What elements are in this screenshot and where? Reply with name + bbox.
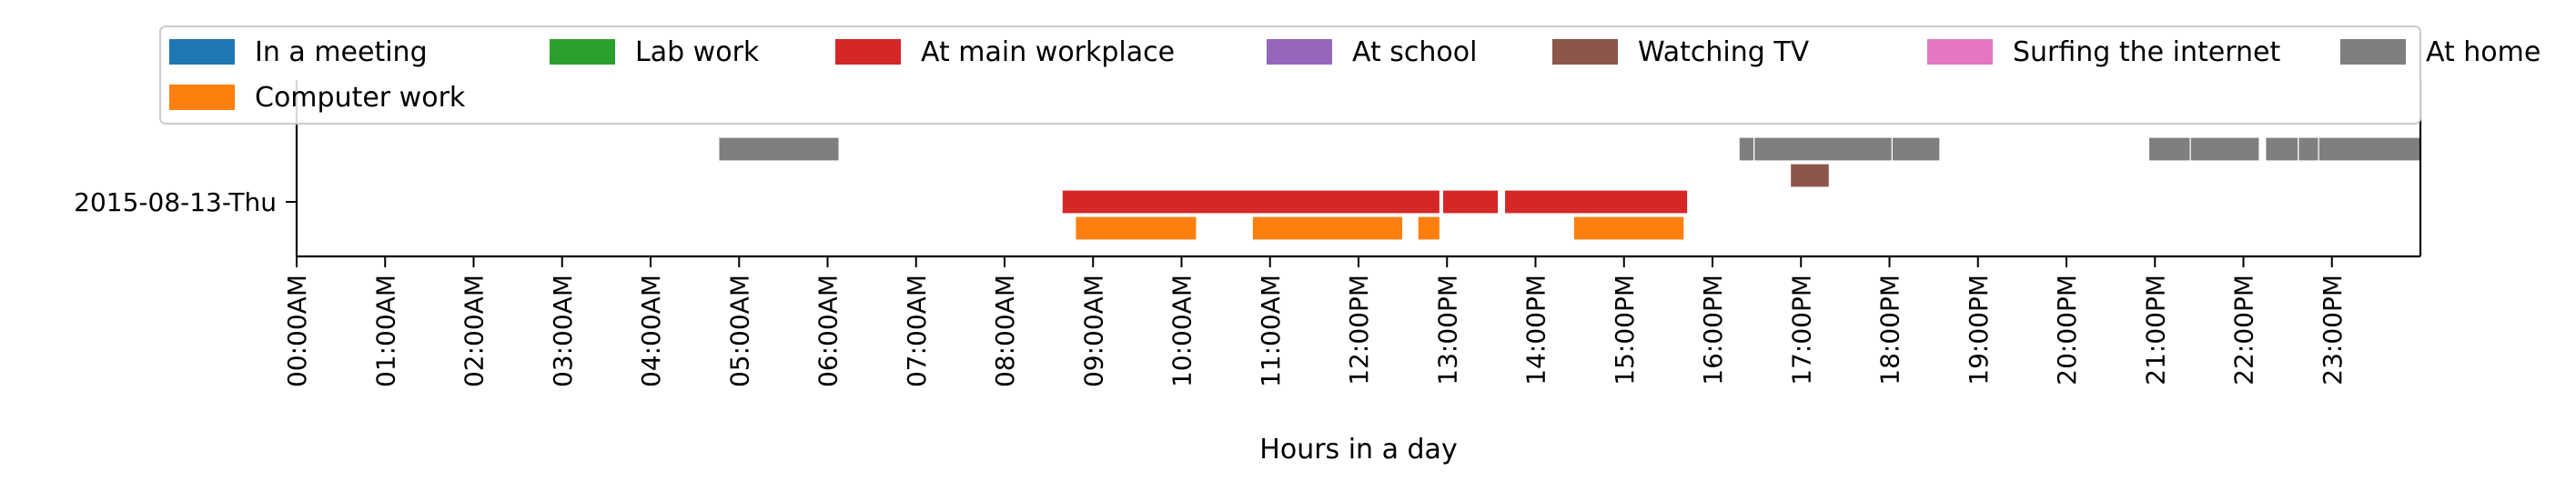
x-tick-label: 01:00AM xyxy=(370,275,400,387)
legend-label: At home xyxy=(2426,36,2541,68)
x-axis-ticks: 00:00AM 01:00AM 02:00AM 03:00AM 04:00AM 05:00… xyxy=(282,256,2348,387)
legend-label: Surfing the internet xyxy=(2013,36,2280,68)
x-tick-label: 08:00AM xyxy=(990,275,1020,387)
legend-label: Watching TV xyxy=(1638,36,1810,68)
legend-label: At main workplace xyxy=(921,36,1175,68)
legend-swatch xyxy=(835,39,901,65)
bar-watching-tv-0 xyxy=(1789,163,1830,188)
x-tick-label: 03:00AM xyxy=(548,275,578,387)
legend-label: In a meeting xyxy=(255,36,428,68)
bar-at-home-1 xyxy=(1738,136,1755,162)
legend-label: At school xyxy=(1352,36,1477,68)
legend-swatch xyxy=(1927,39,1993,65)
bar-at-home-0 xyxy=(718,136,840,162)
x-tick-label: 12:00PM xyxy=(1344,275,1374,386)
legend-swatch xyxy=(2340,39,2406,65)
bar-at-home-8 xyxy=(2318,136,2421,162)
bar-at-home-2 xyxy=(1753,136,1894,162)
x-tick-label: 23:00PM xyxy=(2318,275,2348,386)
bar-at-main-workplace-1 xyxy=(1441,189,1500,215)
x-tick-label: 13:00PM xyxy=(1432,275,1462,386)
x-tick-label: 20:00PM xyxy=(2052,275,2082,386)
x-tick-label: 07:00AM xyxy=(902,275,932,387)
legend-swatch xyxy=(169,39,235,65)
bar-at-home-5 xyxy=(2189,136,2260,162)
legend-label: Computer work xyxy=(255,82,466,114)
x-tick-label: 15:00PM xyxy=(1610,275,1640,386)
x-tick-label: 17:00PM xyxy=(1786,275,1816,386)
x-tick-label: 16:00PM xyxy=(1698,275,1728,386)
x-tick-label: 19:00PM xyxy=(1964,275,1994,386)
bar-computer-work-0 xyxy=(1075,215,1197,241)
legend-label: Lab work xyxy=(635,36,760,68)
x-tick-label: 21:00PM xyxy=(2140,275,2170,386)
legend-swatch xyxy=(550,39,615,65)
x-tick-label: 11:00AM xyxy=(1256,275,1286,387)
bar-at-home-4 xyxy=(2147,136,2191,162)
x-tick-label: 22:00PM xyxy=(2229,275,2259,386)
x-axis-label: Hours in a day xyxy=(1259,434,1457,466)
legend-swatch xyxy=(169,85,235,110)
y-axis-labels: 2015-08-13-Thu xyxy=(74,187,297,217)
legend-swatch xyxy=(1267,39,1332,65)
y-tick-label: 2015-08-13-Thu xyxy=(74,187,277,217)
x-tick-label: 02:00AM xyxy=(460,275,490,387)
x-tick-label: 05:00AM xyxy=(724,275,754,387)
legend-frame xyxy=(159,25,2421,125)
bar-at-main-workplace-2 xyxy=(1503,189,1689,215)
legend-swatch xyxy=(1552,39,1618,65)
x-tick-label: 10:00AM xyxy=(1167,275,1197,387)
x-tick-label: 14:00PM xyxy=(1521,275,1551,386)
x-tick-label: 09:00AM xyxy=(1078,275,1108,387)
bar-at-home-3 xyxy=(1891,136,1941,162)
activity-bars xyxy=(718,136,2421,241)
x-tick-label: 04:00AM xyxy=(636,275,666,387)
x-tick-label: 18:00PM xyxy=(1875,275,1905,386)
bar-computer-work-3 xyxy=(1572,215,1685,241)
bar-at-home-6 xyxy=(2265,136,2299,162)
x-tick-label: 00:00AM xyxy=(282,275,312,387)
bar-computer-work-2 xyxy=(1417,215,1441,241)
legend: In a meeting Lab work At main workplace At … xyxy=(159,25,2541,125)
bar-at-home-7 xyxy=(2298,136,2319,162)
x-tick-label: 06:00AM xyxy=(813,275,844,387)
bar-computer-work-1 xyxy=(1251,215,1404,241)
bar-at-main-workplace-0 xyxy=(1061,189,1441,215)
